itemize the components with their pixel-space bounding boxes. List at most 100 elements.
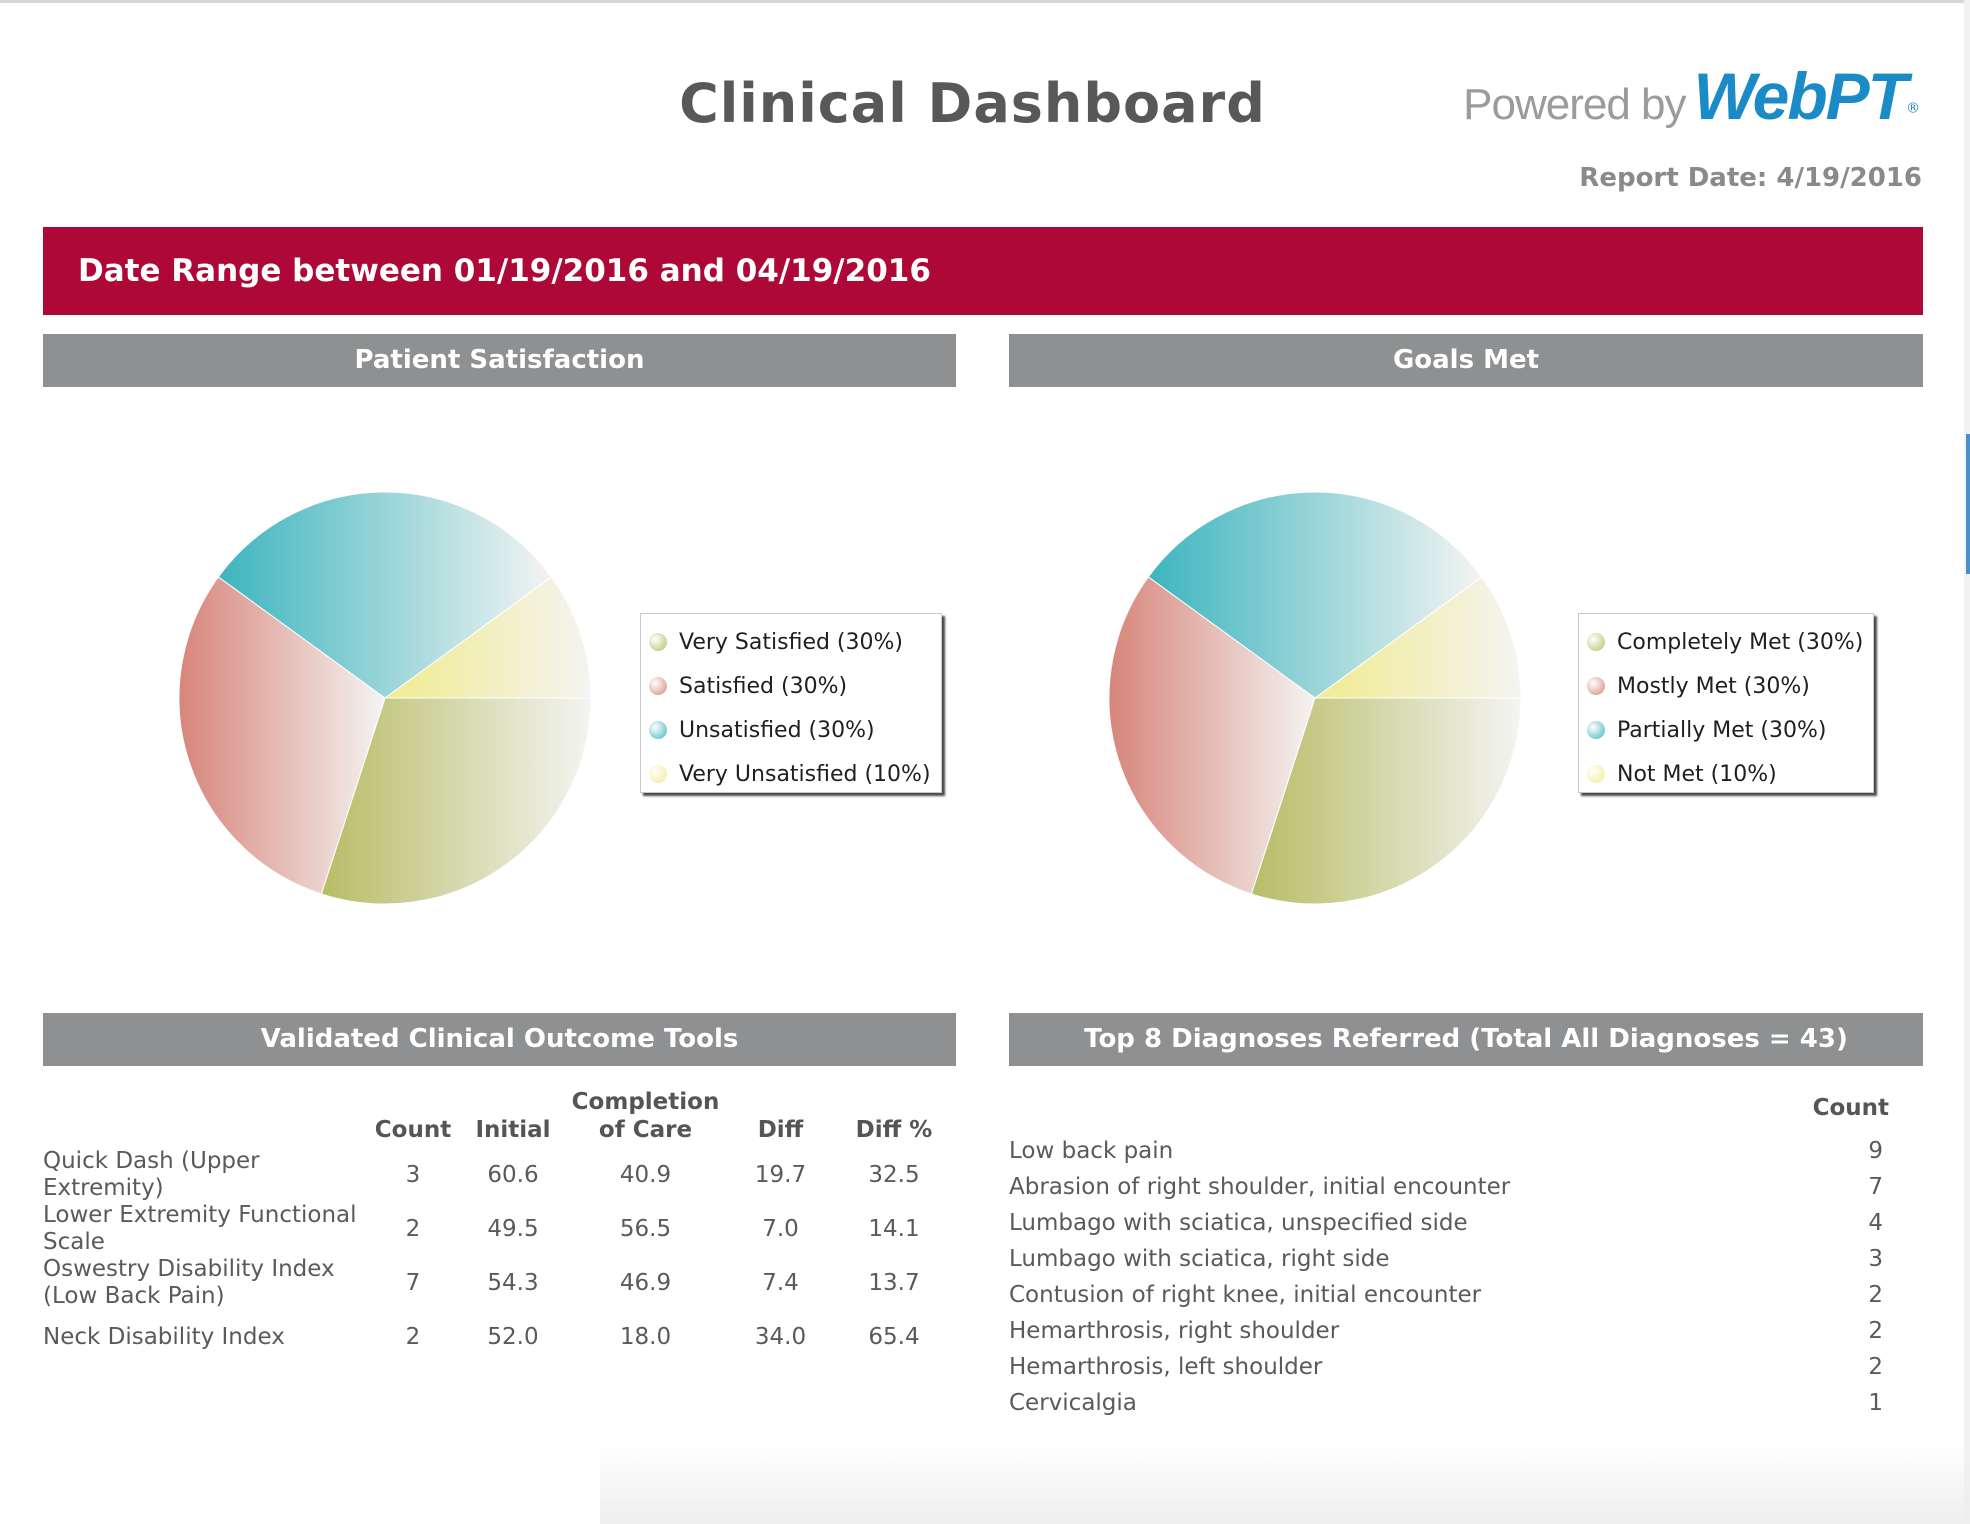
diagnosis-row: Lumbago with sciatica, unspecified side 4 [1009,1205,1889,1241]
legend-label: Not Met (10%) [1617,761,1777,787]
outcome-header-diff-pct: Diff % [855,1117,933,1143]
legend-label: Satisfied (30%) [679,673,848,699]
diagnosis-name: Low back pain [1009,1138,1174,1164]
outcome-cell-diff: 34.0 [754,1323,807,1350]
section-header-outcome-tools: Validated Clinical Outcome Tools [43,1013,956,1066]
outcome-tools-table: Count Initial Completion of Care Diff Dif… [43,1088,955,1364]
patient-satisfaction-legend: Very Satisfied (30%) Satisfied (30%) Unsat… [640,613,942,793]
diagnosis-row: Cervicalgia 1 [1009,1385,1889,1421]
diagnosis-count: 2 [1868,1318,1883,1344]
pie-slice-mostly-met [1108,576,1316,895]
diagnoses-header-row: Count [1009,1095,1889,1133]
outcome-cell-diff: 7.4 [762,1269,799,1296]
page-bottom-shadow [600,1440,1970,1524]
diagnosis-row: Hemarthrosis, right shoulder 2 [1009,1313,1889,1349]
diagnosis-row: Abrasion of right shoulder, initial enco… [1009,1169,1889,1205]
outcome-tool-name-line1: Lower Extremity Functional [43,1202,357,1228]
outcome-tool-name-line1: Oswestry Disability Index [43,1256,335,1282]
outcome-cell-diff-pct: 13.7 [868,1269,920,1296]
outcome-table-header-row: Count Initial Completion of Care Diff Dif… [43,1088,955,1148]
diagnosis-name: Lumbago with sciatica, unspecified side [1009,1210,1468,1236]
section-header-top-diagnoses: Top 8 Diagnoses Referred (Total All Diag… [1009,1013,1923,1066]
webpt-logo: Powered by WebPT® [1463,58,1920,133]
diagnoses-header-count: Count [1812,1095,1889,1121]
logo-brand: WebPT [1693,59,1908,133]
diagnosis-count: 1 [1868,1390,1883,1416]
outcome-tool-name: Oswestry Disability Index (Low Back Pain) [43,1256,363,1310]
logo-powered-by: Powered by [1463,80,1686,129]
outcome-tool-name-line1: Quick Dash (Upper [43,1148,260,1174]
pie-slice-not-met [1313,576,1522,699]
section-header-patient-satisfaction: Patient Satisfaction [43,334,956,387]
diagnoses-header-name [1009,1095,1789,1133]
scrollbar-indicator[interactable] [1966,434,1970,574]
page-title: Clinical Dashboard [679,72,1266,135]
legend-label: Very Unsatisfied (10%) [679,761,931,787]
outcome-cell-count: 7 [405,1269,421,1296]
legend-item-very-satisfied: Very Satisfied (30%) [641,620,941,664]
outcome-cell-initial: 60.6 [487,1161,539,1188]
diagnosis-name: Lumbago with sciatica, right side [1009,1246,1390,1272]
legend-swatch [649,633,667,651]
outcome-table-row: Neck Disability Index 2 52.0 18.0 34.0 65.4 [43,1310,955,1364]
outcome-cell-completion: 40.9 [619,1161,672,1188]
pie-slice-partially-met [1147,491,1483,699]
outcome-table-row: Lower Extremity Functional Scale 2 49.5 56.5… [43,1202,955,1256]
diagnosis-row: Low back pain 9 [1009,1133,1889,1169]
legend-label: Completely Met (30%) [1617,629,1864,655]
patient-satisfaction-pie-chart [178,491,592,905]
goals-met-pie-chart [1108,491,1522,905]
legend-item-very-unsatisfied: Very Unsatisfied (10%) [641,752,941,796]
diagnosis-count: 4 [1868,1210,1883,1236]
outcome-header-completion-line1: Completion [571,1089,720,1115]
outcome-cell-count: 3 [405,1161,421,1188]
outcome-tool-name-line2: (Low Back Pain) [43,1283,225,1309]
legend-swatch [649,721,667,739]
outcome-header-count: Count [374,1117,452,1143]
legend-swatch [1587,633,1605,651]
legend-label: Mostly Met (30%) [1617,673,1810,699]
diagnosis-count: 2 [1868,1282,1883,1308]
outcome-cell-diff-pct: 32.5 [868,1161,920,1188]
date-range-banner: Date Range between 01/19/2016 and 04/19/… [43,227,1923,315]
outcome-cell-diff: 7.0 [762,1215,799,1242]
outcome-table-body: Quick Dash (Upper Extremity) 3 60.6 40.9 19.7… [43,1148,955,1364]
outcome-header-completion-line2: of Care [598,1117,693,1143]
diagnosis-count: 2 [1868,1354,1883,1380]
goals-met-legend: Completely Met (30%) Mostly Met (30%) Part… [1578,613,1874,793]
window-top-border [0,0,1970,3]
outcome-cell-initial: 54.3 [487,1269,539,1296]
outcome-tool-name: Lower Extremity Functional Scale [43,1202,363,1256]
legend-item-satisfied: Satisfied (30%) [641,664,941,708]
diagnosis-row: Contusion of right knee, initial encount… [1009,1277,1889,1313]
outcome-tool-name: Neck Disability Index [43,1310,363,1364]
outcome-cell-initial: 49.5 [487,1215,539,1242]
legend-swatch [649,765,667,783]
legend-swatch [1587,677,1605,695]
legend-swatch [649,677,667,695]
outcome-header-diff: Diff [757,1117,804,1143]
outcome-tool-name-line2: Scale [43,1229,105,1255]
outcome-header-tool [43,1088,363,1148]
outcome-cell-count: 2 [405,1215,421,1242]
legend-item-not-met: Not Met (10%) [1579,752,1873,796]
pie-slice-completely-met [1250,697,1522,905]
outcome-cell-initial: 52.0 [487,1323,539,1350]
diagnosis-name: Contusion of right knee, initial encount… [1009,1282,1482,1308]
legend-label: Very Satisfied (30%) [679,629,903,655]
outcome-cell-completion: 18.0 [619,1323,672,1350]
section-header-goals-met: Goals Met [1009,334,1923,387]
legend-item-completely-met: Completely Met (30%) [1579,620,1873,664]
outcome-cell-completion: 56.5 [619,1215,672,1242]
logo-registered-mark: ® [1906,100,1920,117]
diagnosis-name: Abrasion of right shoulder, initial enco… [1009,1174,1511,1200]
report-date: Report Date: 4/19/2016 [1579,163,1922,193]
outcome-header-initial: Initial [475,1117,551,1143]
outcome-cell-diff: 19.7 [754,1161,807,1188]
diagnosis-count: 9 [1868,1138,1883,1164]
diagnosis-name: Cervicalgia [1009,1390,1137,1416]
legend-item-mostly-met: Mostly Met (30%) [1579,664,1873,708]
diagnosis-name: Hemarthrosis, right shoulder [1009,1318,1340,1344]
diagnosis-row: Lumbago with sciatica, right side 3 [1009,1241,1889,1277]
outcome-tool-name-line2: Extremity) [43,1175,164,1201]
